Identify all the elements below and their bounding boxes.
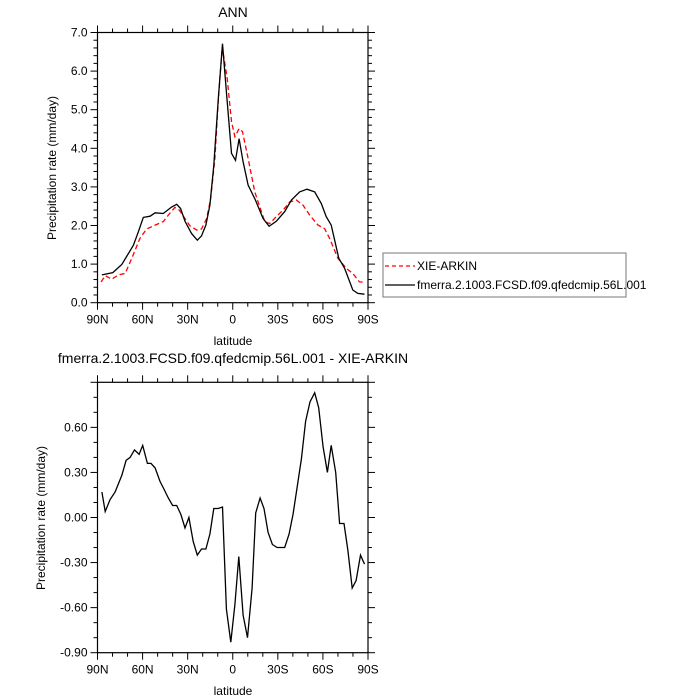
y-tick-label: -0.60 xyxy=(60,601,88,615)
annual-precip-plot: ANN latitude Precipitation rate (mm/day)… xyxy=(45,4,379,348)
y-tick-label: 0.0 xyxy=(71,296,88,310)
y-tick-label: 3.0 xyxy=(71,180,88,194)
y-tick-label: 0.60 xyxy=(64,420,88,434)
plot-frame xyxy=(96,31,369,304)
y-tick-label: 0.30 xyxy=(64,465,88,479)
y-tick-label: -0.30 xyxy=(60,556,88,570)
y-tick-label: 5.0 xyxy=(71,103,88,117)
y-tick-label: 1.0 xyxy=(71,257,88,271)
x-tick-label: 60N xyxy=(132,313,154,327)
difference-plot: fmerra.2.1003.FCSD.f09.qfedcmip.56L.001 … xyxy=(34,350,408,698)
series-line-0 xyxy=(100,46,365,283)
x-tick-label: 30N xyxy=(177,313,199,327)
x-axis-label: latitude xyxy=(214,684,253,698)
series-line-1 xyxy=(101,43,365,295)
plot-title: ANN xyxy=(218,4,248,20)
plot-title: fmerra.2.1003.FCSD.f09.qfedcmip.56L.001 … xyxy=(58,350,408,366)
x-tick-label: 90N xyxy=(86,663,108,677)
legend: XIE-ARKIN fmerra.2.1003.FCSD.f09.qfedcmi… xyxy=(382,252,647,298)
y-axis-label: Precipitation rate (mm/day) xyxy=(45,96,59,240)
x-tick-label: 90N xyxy=(86,313,108,327)
y-tick-label: 4.0 xyxy=(71,141,88,155)
x-tick-label: 60N xyxy=(132,663,154,677)
x-tick-label: 60S xyxy=(312,313,333,327)
y-tick-label: 7.0 xyxy=(71,26,88,40)
x-tick-label: 60S xyxy=(312,663,333,677)
x-tick-label: 30N xyxy=(177,663,199,677)
series-line-0 xyxy=(101,391,366,643)
x-tick-label: 0 xyxy=(229,663,236,677)
y-tick-label: 0.00 xyxy=(64,511,88,525)
legend-label-xie-arkin: XIE-ARKIN xyxy=(417,259,477,273)
y-tick-label: -0.90 xyxy=(60,646,88,660)
x-tick-label: 90S xyxy=(357,663,378,677)
x-tick-label: 30S xyxy=(267,663,288,677)
x-tick-label: 0 xyxy=(229,313,236,327)
y-tick-label: 6.0 xyxy=(71,64,88,78)
x-tick-label: 90S xyxy=(357,313,378,327)
plot-frame xyxy=(96,381,369,654)
y-axis-label: Precipitation rate (mm/day) xyxy=(34,446,48,590)
x-tick-label: 30S xyxy=(267,313,288,327)
x-axis-label: latitude xyxy=(214,334,253,348)
y-tick-label: 2.0 xyxy=(71,219,88,233)
legend-box xyxy=(382,252,627,298)
legend-label-model: fmerra.2.1003.FCSD.f09.qfedcmip.56L.001 xyxy=(417,278,647,292)
